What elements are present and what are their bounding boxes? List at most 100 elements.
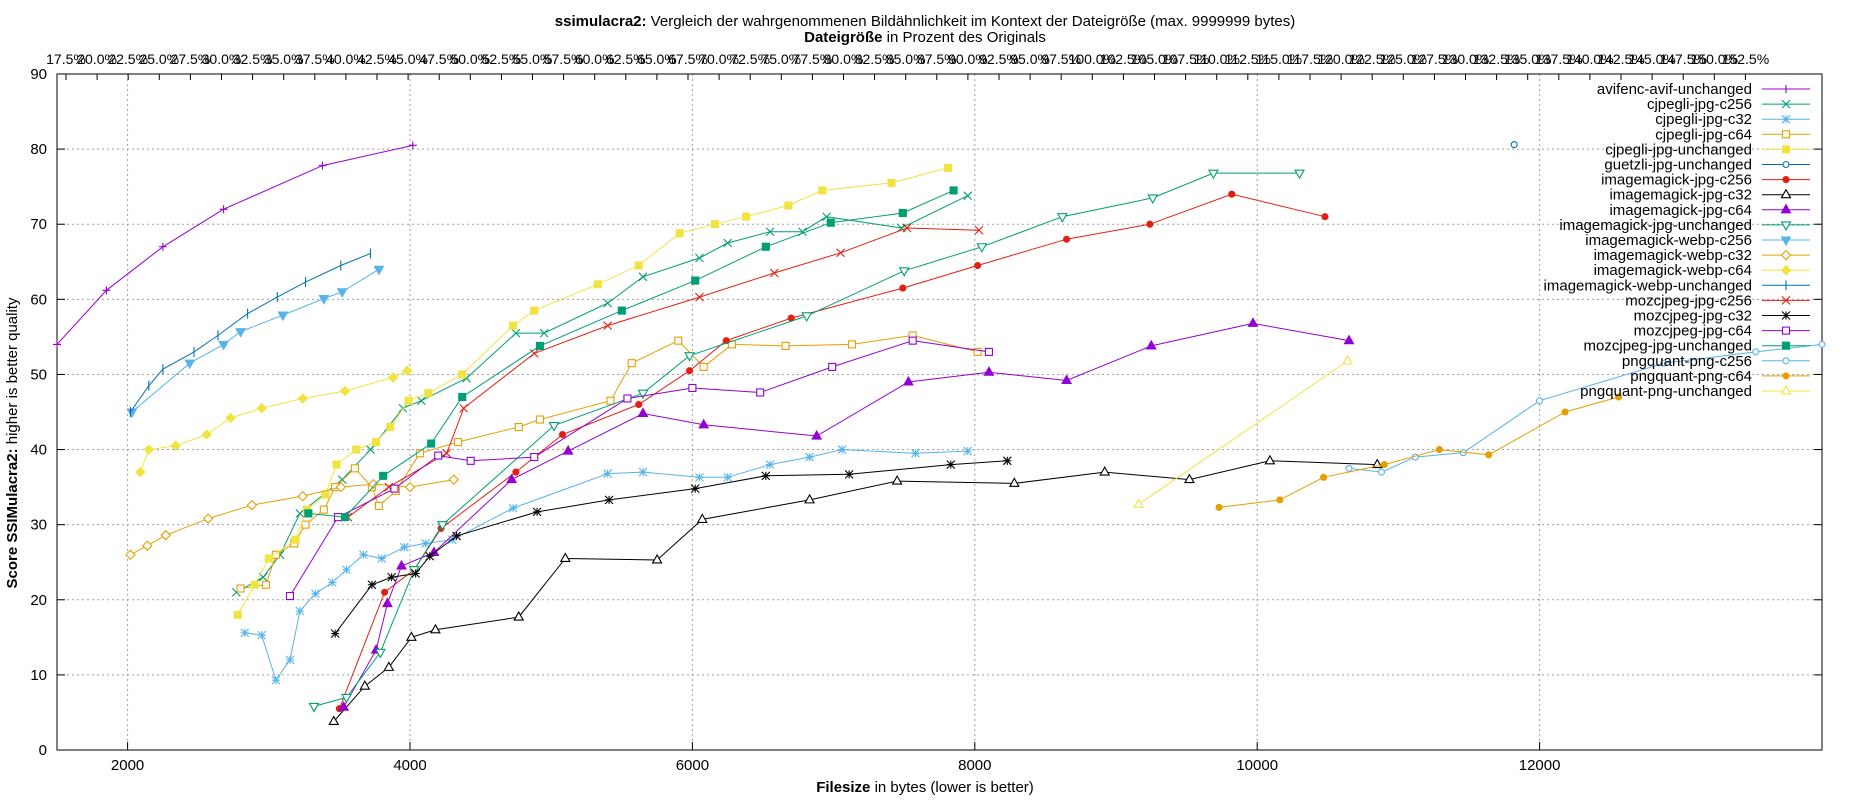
- data-point: [508, 503, 518, 513]
- data-point: [218, 340, 230, 351]
- data-point: [466, 456, 475, 465]
- data-point: [828, 362, 837, 371]
- data-point: [336, 288, 348, 298]
- series-pngquant-png-c256: [1345, 340, 1826, 476]
- data-point: [1780, 203, 1792, 214]
- data-point: [898, 208, 907, 218]
- legend-label: mozcjpeg-jpg-c32: [1634, 308, 1752, 325]
- data-point: [1380, 461, 1388, 469]
- data-point: [690, 484, 700, 494]
- x2-tick-label: 142.5%: [1597, 51, 1644, 67]
- data-point: [674, 336, 683, 345]
- data-point: [429, 623, 441, 634]
- data-point: [765, 227, 775, 237]
- data-point: [374, 648, 386, 659]
- data-point: [1342, 354, 1354, 365]
- data-point: [301, 520, 310, 529]
- x2-tick-label: 140.0%: [1566, 51, 1613, 67]
- data-point: [201, 429, 212, 440]
- data-point: [1782, 160, 1790, 169]
- legend-entry: mozcjpeg-jpg-c32: [1634, 308, 1810, 325]
- series-line: [131, 268, 380, 413]
- data-point: [319, 505, 328, 514]
- data-point: [698, 418, 710, 429]
- data-point: [1485, 451, 1493, 459]
- data-point: [532, 507, 542, 517]
- data-point: [264, 554, 273, 563]
- x2-tick-label: 95.0%: [1010, 51, 1050, 67]
- data-point: [339, 385, 351, 397]
- data-point: [688, 383, 697, 393]
- data-point: [125, 549, 136, 560]
- data-point: [514, 422, 523, 432]
- data-point: [1780, 249, 1792, 261]
- data-point: [373, 265, 385, 276]
- data-point: [416, 396, 426, 406]
- x2-tick-label: 70.0%: [699, 51, 739, 67]
- data-point: [387, 372, 399, 383]
- data-point: [1781, 99, 1791, 109]
- data-point: [142, 540, 153, 551]
- x2-tick-label: 60.0%: [575, 51, 615, 67]
- data-point: [383, 661, 395, 671]
- data-point: [769, 268, 779, 278]
- data-point: [1345, 464, 1353, 472]
- series-imagemagick-jpg-c32: [328, 454, 1383, 726]
- x2-tick-label: 150.0%: [1691, 51, 1738, 67]
- data-point: [160, 529, 172, 541]
- data-point: [902, 375, 914, 386]
- data-point: [285, 655, 295, 665]
- series-mozcjpeg-jpg-unchanged: [304, 186, 958, 522]
- data-point: [509, 321, 518, 330]
- legend-entry: cjpegli-jpg-c256: [1647, 96, 1810, 113]
- x2-tick-label: 120.0%: [1317, 51, 1364, 67]
- legend-entry: avifenc-avif-unchanged: [1597, 81, 1810, 98]
- data-point: [1061, 374, 1073, 385]
- data-point: [847, 340, 857, 349]
- data-point: [240, 628, 250, 638]
- data-point: [637, 389, 649, 400]
- series-line: [129, 253, 371, 413]
- data-point: [638, 272, 648, 282]
- data-point: [963, 191, 973, 201]
- legend-entry: mozcjpeg-jpg-c64: [1634, 323, 1810, 340]
- data-point: [887, 178, 896, 187]
- data-point: [1276, 496, 1284, 504]
- series-cjpegli-jpg-c64: [236, 331, 982, 593]
- data-point: [1781, 114, 1791, 124]
- x2-tick-label: 97.5%: [1041, 51, 1081, 67]
- x2-tick-label: 42.5%: [357, 51, 397, 67]
- legend-entry: imagemagick-webp-c256: [1585, 232, 1810, 249]
- data-point: [1780, 221, 1792, 232]
- data-point: [404, 396, 413, 405]
- data-point: [277, 311, 289, 322]
- data-point: [359, 550, 368, 560]
- data-point: [695, 472, 704, 482]
- x2-tick-label: 77.5%: [793, 51, 833, 67]
- data-point: [837, 445, 847, 454]
- x2-tick-label: 107.5%: [1162, 51, 1209, 67]
- data-point: [1781, 130, 1791, 139]
- legend-entry: cjpegli-jpg-c64: [1655, 126, 1810, 143]
- x-tick-label: 6000: [676, 757, 709, 774]
- x2-tick-label: 67.5%: [668, 51, 708, 67]
- series-line: [289, 340, 989, 597]
- data-point: [506, 473, 518, 484]
- data-point: [428, 546, 440, 557]
- data-point: [691, 276, 700, 285]
- series-imagemagick-webp-c256: [126, 265, 385, 419]
- data-point: [1780, 236, 1792, 247]
- series-line: [333, 460, 1378, 722]
- x2-tick-label: 32.5%: [233, 51, 273, 67]
- x2-tick-label: 147.5%: [1659, 51, 1706, 67]
- data-point: [723, 238, 733, 248]
- legend-label: mozcjpeg-jpg-unchanged: [1584, 338, 1752, 355]
- series-guetzli-jpg-unchanged: [1510, 141, 1518, 149]
- legend-label: pngquant-png-unchanged: [1580, 383, 1752, 400]
- x2-tick-label: 102.5%: [1100, 51, 1147, 67]
- data-point: [401, 365, 413, 376]
- data-point: [53, 340, 61, 349]
- legend-entry: imagemagick-jpg-unchanged: [1559, 217, 1810, 234]
- legend-entry: pngquant-png-unchanged: [1580, 383, 1810, 400]
